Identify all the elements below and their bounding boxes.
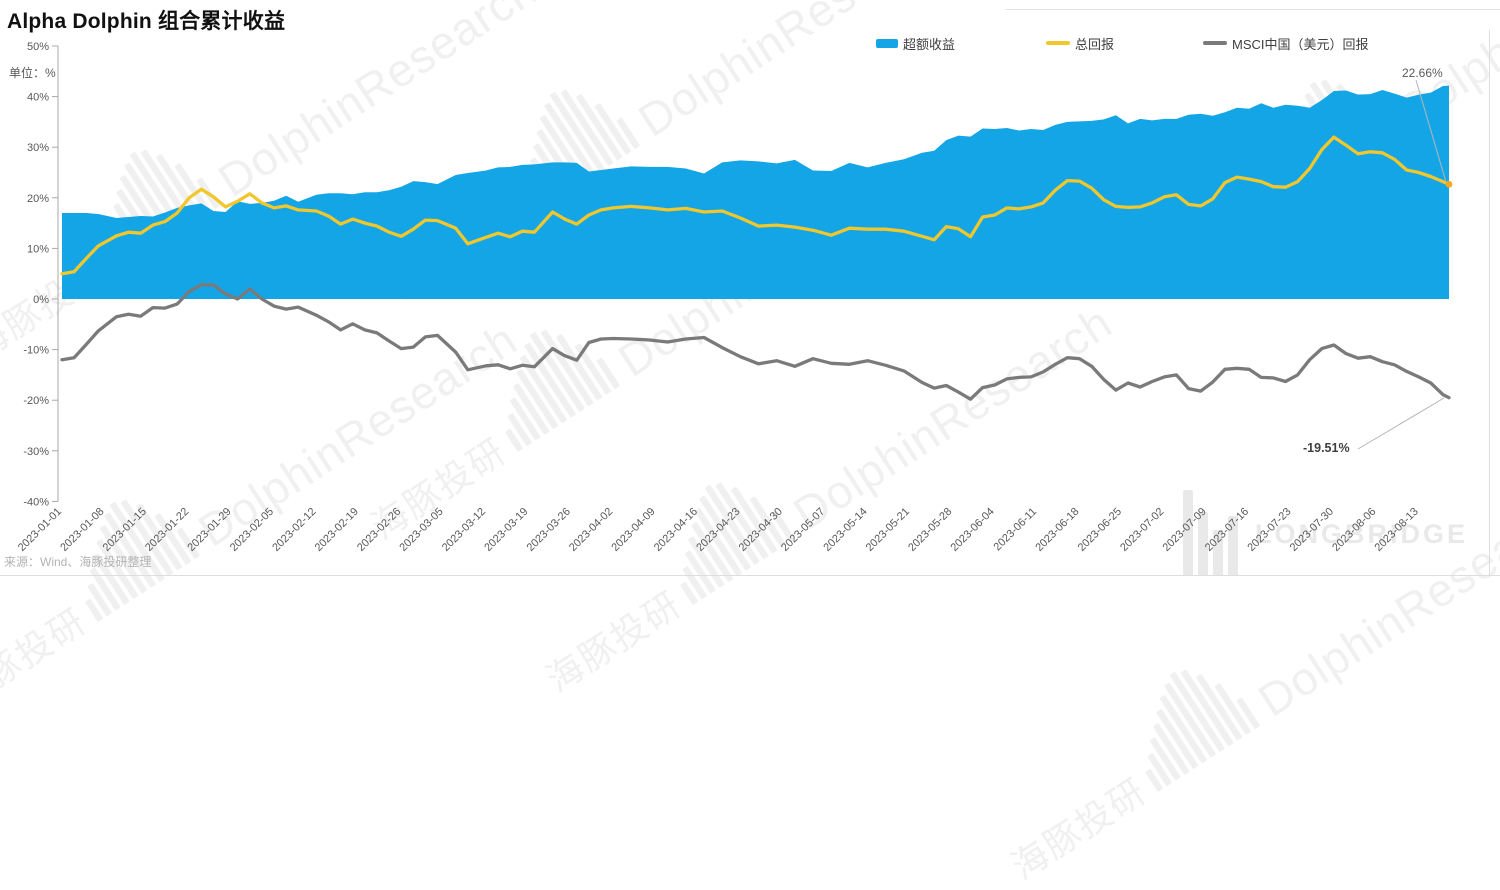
x-tick-label: 2023-03-26 — [525, 506, 573, 554]
x-tick-label: 2023-02-05 — [228, 506, 276, 554]
top-border-line — [1005, 9, 1500, 10]
x-tick-label: 2023-05-21 — [864, 506, 912, 554]
legend-label-excess-return: 超额收益 — [903, 36, 956, 52]
legend-item-msci-china[interactable]: MSCI中国（美元）回报 — [1203, 34, 1369, 52]
x-tick-label: 2023-07-23 — [1245, 506, 1293, 554]
x-tick-label: 2023-07-16 — [1203, 506, 1251, 554]
x-tick-label: 2023-01-15 — [101, 506, 149, 554]
dolphin-bars-logo-icon — [505, 329, 620, 452]
x-tick-label: 2023-05-28 — [906, 506, 954, 554]
longbridge-watermark-text: LONGBRIDGE — [1255, 519, 1469, 549]
x-tick-label: 2023-01-29 — [185, 506, 233, 554]
x-tick-label: 2023-03-05 — [397, 506, 445, 554]
cumulative-return-chart: .ax{font:11px "Liberation Sans",sans-ser… — [16, 41, 1453, 554]
x-tick-label: 2023-01-22 — [143, 506, 191, 554]
total-return-line-swatch-icon — [1046, 41, 1070, 45]
right-border-line — [1489, 30, 1490, 576]
x-tick-label: 2023-01-01 — [16, 506, 64, 554]
x-tick-label: 2023-05-14 — [821, 506, 869, 554]
legend-item-total-return[interactable]: 总回报 — [1046, 34, 1114, 52]
x-tick-label: 2023-02-19 — [313, 506, 361, 554]
y-tick-label: 20% — [27, 193, 49, 205]
legend-item-excess-return[interactable]: 超额收益 — [876, 34, 955, 52]
total-end-leader-line — [1415, 79, 1447, 183]
longbridge-logo-icon — [1183, 488, 1243, 581]
x-tick-label: 2023-07-30 — [1288, 506, 1336, 554]
page-title: Alpha Dolphin 组合累计收益 — [7, 10, 286, 33]
legend-label-msci-china: MSCI中国（美元）回报 — [1232, 36, 1369, 52]
x-tick-label: 2023-06-25 — [1076, 506, 1124, 554]
x-tick-label: 2023-03-12 — [440, 506, 488, 554]
y-tick-label: -40% — [23, 496, 49, 508]
x-tick-label: 2023-06-18 — [1033, 506, 1081, 554]
legend-label-total-return: 总回报 — [1075, 36, 1115, 52]
y-tick-label: -10% — [23, 345, 49, 357]
bottom-border-line — [0, 575, 1500, 576]
x-tick-label: 2023-04-23 — [694, 506, 742, 554]
source-note: 来源：Wind、海豚投研整理 — [4, 555, 152, 569]
x-tick-label: 2023-04-16 — [652, 506, 700, 554]
x-tick-label: 2023-07-02 — [1118, 506, 1166, 554]
x-tick-label: 2023-07-09 — [1161, 506, 1209, 554]
y-tick-label: 40% — [27, 92, 49, 104]
chart-canvas: .ax{font:11px "Liberation Sans",sans-ser… — [16, 41, 1453, 554]
y-axis-unit-label: 单位：% — [9, 66, 56, 80]
x-tick-label: 2023-06-11 — [992, 506, 1040, 554]
total-return-end-marker — [1445, 180, 1453, 188]
y-tick-label: 0% — [33, 294, 49, 306]
y-tick-label: -20% — [23, 395, 49, 407]
msci-china-line — [60, 283, 1451, 401]
x-tick-label: 2023-02-12 — [270, 506, 318, 554]
y-tick-label: 30% — [27, 142, 49, 154]
longbridge-watermark: LONGBRIDGE — [1183, 488, 1468, 581]
excess-return-area — [62, 85, 1449, 299]
x-tick-label: 2023-04-30 — [737, 506, 785, 554]
excess-return-area-swatch-icon — [876, 38, 898, 48]
msci-china-line-swatch-icon — [1203, 41, 1227, 45]
total-return-end-value-label: 22.66% — [1402, 66, 1443, 80]
x-tick-label: 2023-04-02 — [567, 506, 615, 554]
x-tick-label: 2023-05-07 — [779, 506, 827, 554]
x-tick-label: 2023-08-13 — [1373, 506, 1421, 554]
msci-end-leader-line — [1357, 397, 1445, 450]
y-tick-label: 10% — [27, 243, 49, 255]
y-tick-label: 50% — [27, 41, 49, 53]
x-tick-label: 2023-03-19 — [482, 506, 530, 554]
x-tick-label: 2023-08-06 — [1330, 506, 1378, 554]
x-tick-label: 2023-06-04 — [949, 506, 997, 554]
x-tick-label: 2023-01-08 — [58, 506, 106, 554]
x-tick-label: 2023-04-09 — [609, 506, 657, 554]
x-tick-label: 2023-02-26 — [355, 506, 403, 554]
total-return-line — [60, 135, 1451, 276]
msci-end-value-label: -19.51% — [1303, 441, 1350, 455]
y-tick-label: -30% — [23, 446, 49, 458]
